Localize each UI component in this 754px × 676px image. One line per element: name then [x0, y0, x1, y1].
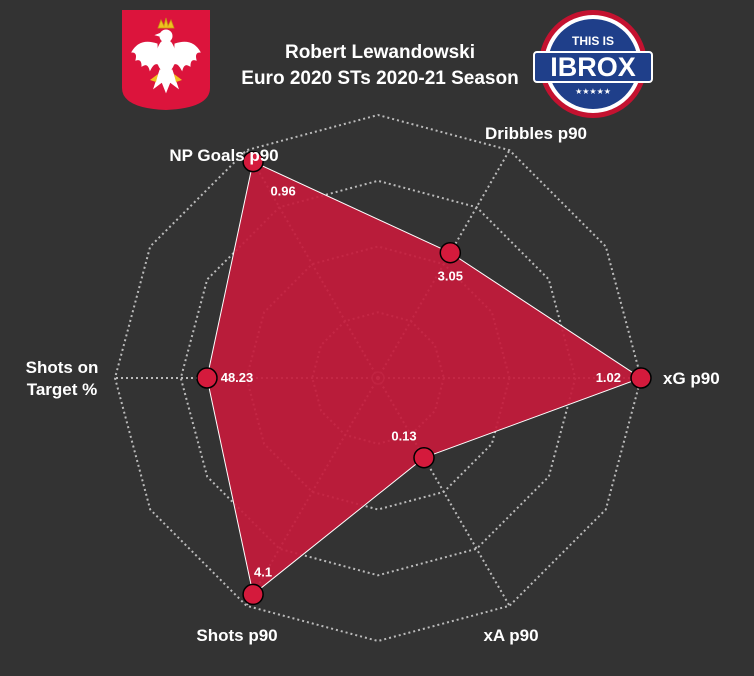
- value-label: 0.96: [270, 184, 295, 199]
- axis-label-line: Target %: [27, 380, 98, 399]
- axis-label-line: NP Goals p90: [169, 146, 278, 165]
- axis-label-line: Shots on: [26, 358, 99, 377]
- axis-label: xA p90: [483, 626, 538, 645]
- axis-label-line: Shots p90: [196, 626, 277, 645]
- this-is-ibrox-logo: THIS IS IBROX ★★★★★: [533, 10, 653, 118]
- value-label: 3.05: [438, 269, 463, 284]
- title-subtitle: Euro 2020 STs 2020-21 Season: [241, 68, 519, 89]
- radar-data-area: [206, 160, 643, 596]
- axis-label: NP Goals p90: [169, 146, 278, 165]
- data-point-marker: [413, 446, 435, 469]
- data-point-marker: [439, 241, 462, 264]
- axis-label: xG p90: [663, 369, 720, 388]
- axis-label: Dribbles p90: [485, 124, 587, 143]
- grid-spoke: [377, 377, 511, 607]
- axis-label: Shots on Target %: [26, 358, 99, 399]
- value-label: 0.13: [391, 429, 416, 444]
- data-point-marker: [242, 150, 264, 173]
- axis-label: Shots p90: [196, 626, 277, 645]
- badge-stars: ★★★★★: [575, 87, 611, 96]
- axis-label-line: xG p90: [663, 369, 720, 388]
- data-point-marker: [196, 367, 218, 389]
- data-point-marker: [242, 583, 264, 606]
- radar-markers: [196, 150, 652, 606]
- value-label: 4.1: [254, 564, 272, 579]
- value-label: 48.23: [221, 370, 254, 385]
- badge-text-ibrox: IBROX: [550, 52, 636, 82]
- data-point-marker: [630, 367, 652, 389]
- axis-label-line: Dribbles p90: [485, 124, 587, 143]
- axis-label-line: xA p90: [483, 626, 538, 645]
- data-polygon: [206, 160, 643, 596]
- value-label: 1.02: [596, 370, 621, 385]
- poland-eagle-crest-icon: [122, 10, 210, 110]
- grid-ring: [179, 179, 577, 577]
- radar-labels: 0.96 3.05 1.02 0.13 4.1 48.23 NP Goals p90 Drib…: [26, 124, 720, 645]
- title-player-name: Robert Lewandowski: [284, 42, 476, 63]
- badge-text-this-is: THIS IS: [572, 34, 614, 48]
- chart-title: Robert Lewandowski Euro 2020 STs 2020-21…: [220, 40, 540, 92]
- grid-ring: [113, 113, 643, 643]
